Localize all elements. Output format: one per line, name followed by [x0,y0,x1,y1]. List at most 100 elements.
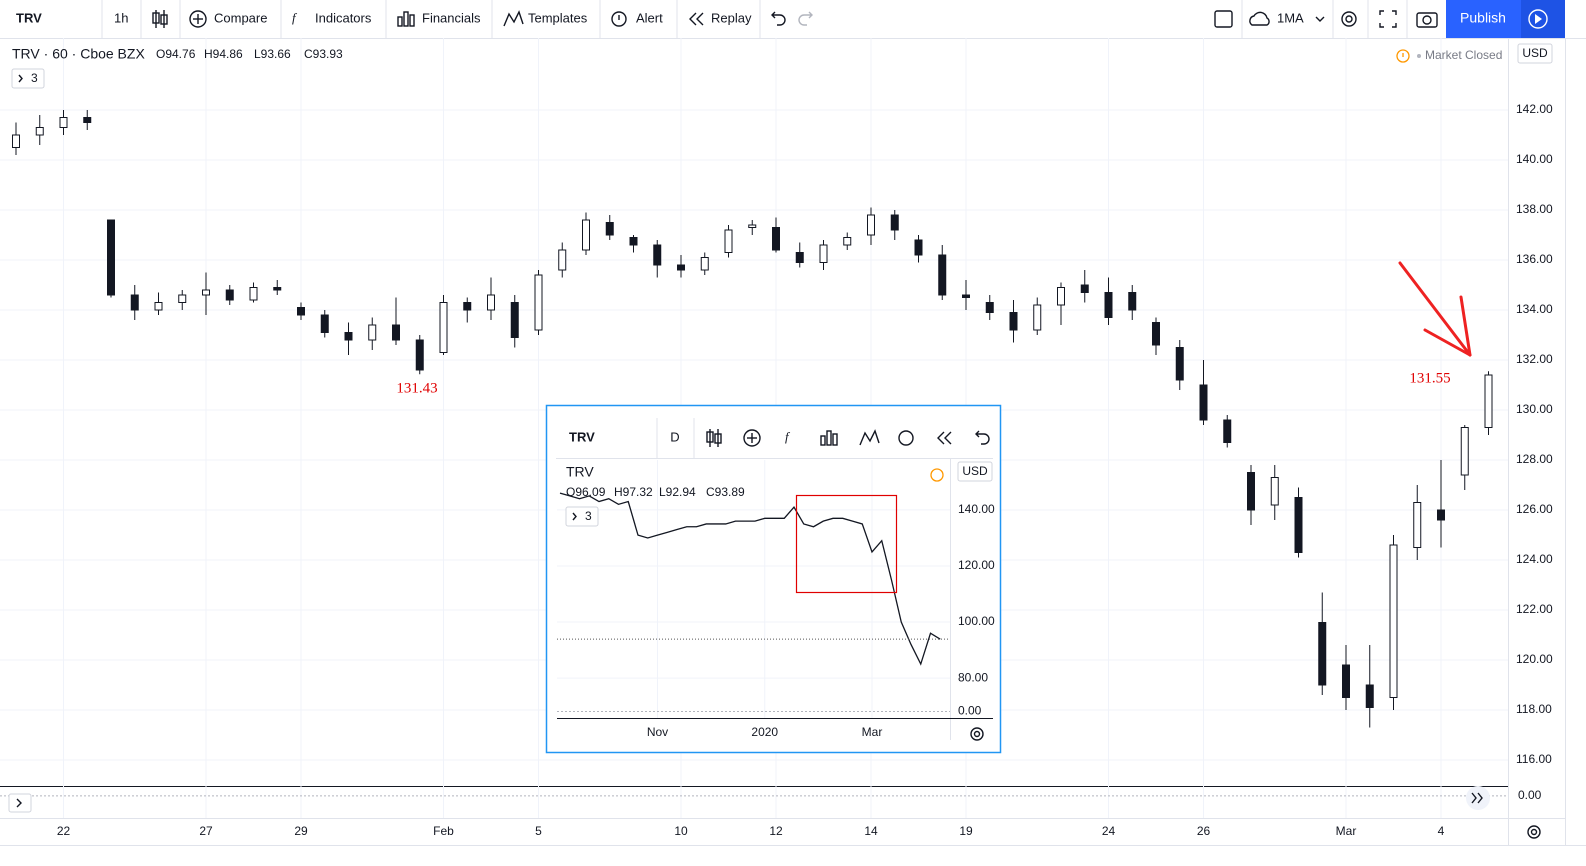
indicator-count[interactable]: 3 [31,71,38,85]
candle-body [249,287,258,301]
candle-body [107,219,115,296]
financials-button[interactable]: Financials [422,10,481,25]
price-line [559,492,941,666]
alert-button[interactable]: Alert [636,10,663,25]
candle-body [1460,427,1469,476]
scroll-button[interactable] [1466,786,1490,810]
x-tick-label: 29 [294,824,308,838]
y-tick-label: 116.00 [1516,752,1552,766]
candle-body [843,237,852,246]
candle-body [202,289,210,296]
legend-high: H94.86 [204,47,243,61]
inset-title: TRV [566,464,594,480]
x-tick-label: 2020 [751,725,778,739]
candle-body [819,244,828,263]
candle-body [653,244,662,266]
pane-toggle[interactable] [8,793,32,813]
candle-body [320,314,329,333]
indicator-toggle[interactable] [11,68,45,89]
candle-body [724,229,733,253]
svg-text:f: f [292,10,298,25]
x-tick-label: Mar [862,725,883,739]
y-tick-label: 126.00 [1516,502,1553,516]
candle-body [1413,502,1422,548]
x-tick-label: Feb [433,824,454,838]
candle-body [83,117,92,123]
x-tick-label: 27 [199,824,213,838]
y-tick-label: 130.00 [1516,402,1553,416]
y-tick-label: 128.00 [1516,452,1553,466]
currency[interactable]: USD [1522,46,1548,60]
inset-symbol: TRV [569,429,595,444]
x-tick-label: 5 [535,824,542,838]
symbol[interactable]: TRV [16,10,42,25]
candle-body [867,214,875,236]
candle-body [1199,384,1208,421]
y-tick-label: 134.00 [1516,302,1553,316]
candle-body [12,134,20,148]
indicator-template[interactable]: 1MA [1277,10,1304,25]
publish-label[interactable]: Publish [1460,10,1506,26]
y-tick-label: 140.00 [1516,152,1553,166]
candle-body [439,302,448,353]
x-tick-label: 26 [1197,824,1211,838]
replay-button[interactable]: Replay [711,10,752,25]
candle-body [914,239,923,256]
candle-body [368,324,377,341]
y-tick-label: 136.00 [1516,252,1553,266]
inset-currency: USD [962,464,988,478]
y-tick-label: 80.00 [958,670,988,684]
candle-body [1223,419,1232,443]
x-tick-label: Nov [647,725,668,739]
candle-body [534,274,543,331]
legend-title: TRV · 60 · Cboe BZX [12,46,145,62]
candle-body [392,324,400,341]
y-tick-label: 142.00 [1516,102,1553,116]
compare-button[interactable]: Compare [214,10,267,25]
y-tick-label: 140.00 [958,502,995,516]
y-tick-label: 100.00 [958,614,995,628]
candle-body [178,294,187,303]
candle-body [1128,292,1137,311]
x-tick-label: 14 [864,824,878,838]
candle-body [35,127,44,136]
legend-open: O94.76 [156,47,196,61]
candle-body [225,289,234,301]
y-tick-label: 138.00 [1516,202,1553,216]
candle-body [1270,477,1279,506]
x-tick-label: 12 [769,824,783,838]
y-tick-label: 124.00 [1516,552,1553,566]
inset-open: O96.09 [566,485,606,499]
inset-low: L92.94 [659,485,696,499]
candle-body [629,237,638,246]
candle-body [748,224,757,228]
candle-body [1152,322,1160,346]
svg-text:f: f [785,429,791,444]
candle-body [1175,347,1184,381]
templates-button[interactable]: Templates [528,10,588,25]
x-tick-label: 24 [1102,824,1116,838]
candle-body [558,249,567,271]
publish-menu[interactable] [1521,0,1565,38]
candle-body [1080,284,1089,293]
interval[interactable]: 1h [114,10,128,25]
candle-body [463,302,472,311]
inset-close: C93.89 [706,485,745,499]
candle-body [1294,497,1303,553]
candle-body [962,294,970,298]
y-tick-label: 0.00 [958,704,982,718]
indicators-button[interactable]: Indicators [315,10,372,25]
candle-body [273,287,282,291]
y-tick-label: 132.00 [1516,352,1553,366]
candle-body [1342,664,1350,698]
x-tick-label: 19 [959,824,973,838]
candle-body [890,214,899,231]
inset-indicator-count: 3 [585,509,592,523]
candle-body [1033,304,1042,331]
publish-button[interactable] [1446,0,1521,38]
legend-low: L93.66 [254,47,291,61]
candle-body [59,117,68,128]
candle-body [297,307,305,316]
candle-body [700,257,709,271]
candle-body [1484,374,1493,428]
